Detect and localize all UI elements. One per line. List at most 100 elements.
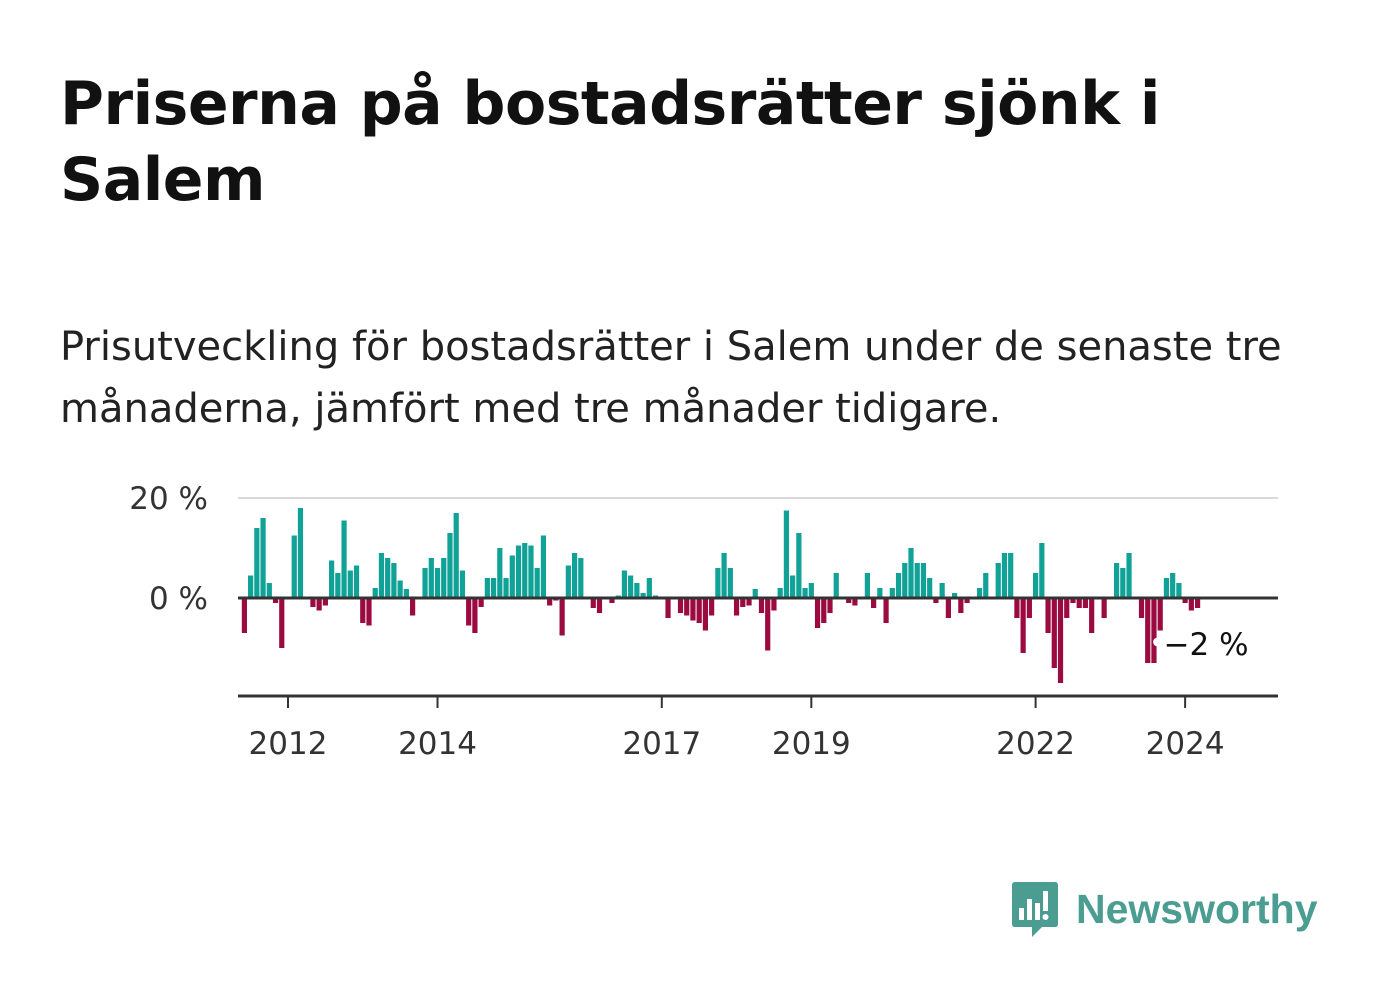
bar (790, 575, 796, 598)
bar (821, 598, 827, 623)
bar (976, 588, 983, 598)
bar (559, 598, 565, 636)
newsworthy-logo-icon (1012, 882, 1058, 937)
bar (796, 533, 802, 598)
bar (634, 583, 640, 598)
bar (360, 598, 366, 623)
bar (484, 578, 490, 598)
bar (335, 573, 341, 598)
bar (279, 598, 285, 648)
x-tick-label: 2019 (772, 726, 851, 760)
bar (260, 518, 266, 598)
bar (1113, 563, 1120, 598)
x-tick-label: 2024 (1146, 726, 1225, 760)
bar (677, 598, 684, 613)
bar (964, 598, 970, 603)
bar (466, 598, 472, 626)
bar (497, 548, 503, 598)
bar (684, 598, 690, 616)
bar (696, 598, 702, 623)
bar (441, 558, 447, 598)
y-tick-label: 0 % (149, 581, 208, 617)
bar (297, 508, 304, 598)
bar (515, 545, 522, 598)
x-tick-label: 2014 (398, 726, 477, 760)
bar (366, 598, 372, 626)
bar (1008, 553, 1014, 598)
bar (1138, 598, 1145, 618)
bar (852, 598, 858, 606)
bar (453, 513, 459, 598)
bar (1176, 583, 1182, 598)
bar (540, 535, 547, 598)
x-tick-label: 2012 (249, 726, 328, 760)
bar (609, 598, 615, 603)
bar (709, 598, 715, 616)
bar (628, 575, 634, 598)
bar (1045, 598, 1051, 633)
bar (571, 553, 578, 598)
bar (565, 565, 571, 598)
bar (341, 520, 347, 598)
bar (410, 598, 416, 616)
bar (503, 578, 509, 598)
bar (877, 588, 883, 598)
x-tick-label: 2017 (622, 726, 701, 760)
bar (254, 528, 260, 598)
bar (640, 593, 646, 598)
bar (889, 588, 895, 598)
bar (578, 558, 584, 598)
bar (1089, 598, 1095, 633)
bar (1076, 598, 1082, 608)
brand-name: Newsworthy (1076, 885, 1318, 932)
bar (733, 598, 740, 616)
bar (472, 598, 478, 633)
bar (846, 598, 852, 603)
bar (447, 533, 453, 598)
bar (459, 570, 466, 598)
bar (1163, 578, 1170, 598)
bar (952, 593, 958, 598)
bar (808, 583, 814, 598)
bar (272, 598, 279, 603)
bar (509, 555, 515, 598)
bar (1170, 573, 1176, 598)
bar (864, 573, 870, 598)
bar (1188, 598, 1194, 611)
bar (1182, 598, 1188, 603)
bar (802, 588, 808, 598)
bar (1101, 598, 1107, 618)
bar (771, 598, 777, 611)
x-tick-label: 2022 (996, 726, 1075, 760)
bar (372, 588, 378, 598)
bar (927, 578, 933, 598)
bar (534, 568, 540, 598)
bar (908, 548, 914, 598)
bar (783, 510, 789, 598)
bar (1020, 598, 1026, 653)
bar (391, 563, 397, 598)
bar (752, 589, 758, 598)
bar (347, 570, 353, 598)
bar (727, 568, 733, 598)
bar (690, 598, 696, 621)
bar (1151, 598, 1157, 663)
bar (646, 578, 652, 598)
bar (814, 598, 821, 628)
bar (422, 568, 428, 598)
bar (353, 565, 360, 598)
bar (740, 598, 746, 607)
bar (1033, 573, 1039, 598)
bar (329, 560, 335, 598)
bar (596, 598, 603, 613)
bar (378, 553, 385, 598)
bar (310, 598, 316, 607)
bar (871, 598, 877, 608)
bar (478, 598, 484, 607)
bar (945, 598, 951, 618)
bar (883, 598, 889, 623)
bar (833, 573, 839, 598)
bar-chart: 20 % 0 % 2012 2014 2017 2019 2022 2024 −2 % (129, 481, 1278, 760)
bar (1051, 598, 1057, 668)
bar (1145, 598, 1151, 663)
